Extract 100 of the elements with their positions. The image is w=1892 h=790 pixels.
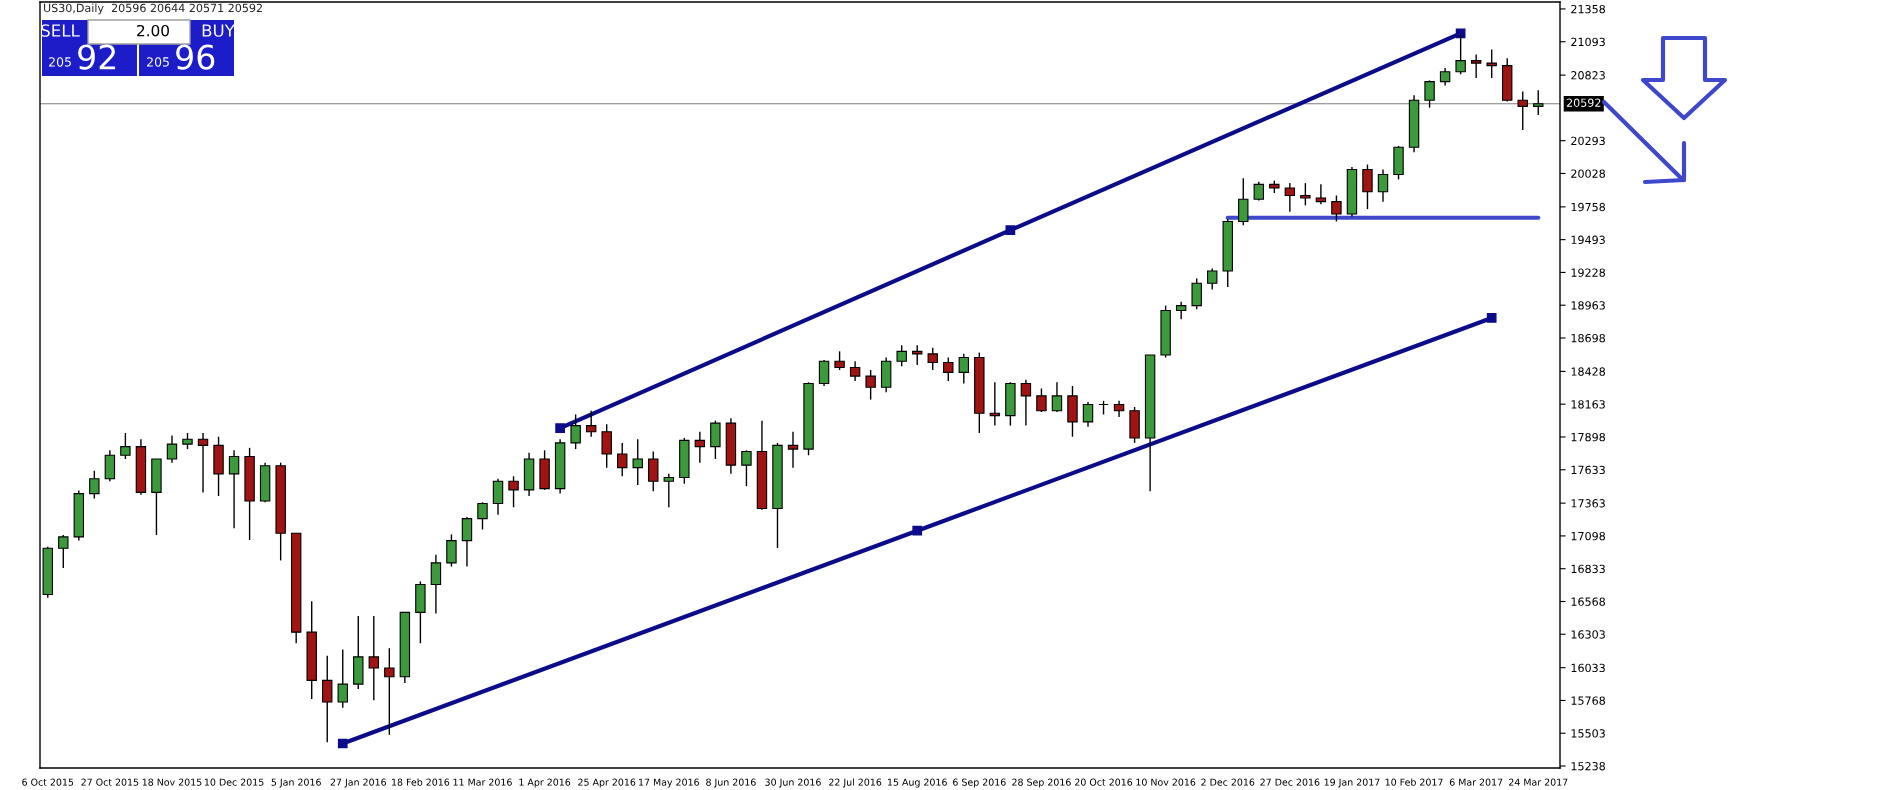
x-tick-label: 27 Oct 2015 [81,778,139,786]
candlestick [1315,183,1327,205]
candlestick [1238,177,1249,226]
candlestick [710,419,721,460]
annotation: 205 [147,57,169,67]
chart-title: US30,Daily 20596 20644 20571 20592 [44,3,262,15]
point [912,525,923,536]
candlestick [1470,53,1482,79]
candlestick [1051,381,1063,413]
x-tick-label: 18 Nov 2015 [142,778,202,786]
candlestick [384,647,395,736]
candlestick [787,431,799,469]
candlestick [337,648,348,709]
y-tick-label: 19758 [1571,202,1605,212]
ref-line-label: 20592 [1566,98,1601,107]
y-tick-label: 16303 [1571,630,1605,639]
candlestick [849,360,861,382]
y-tick-label: 20823 [1571,71,1605,80]
x-tick-label: 10 Feb 2017 [1385,778,1443,786]
candlestick [818,359,830,387]
candlestick [1362,163,1373,210]
candlestick [1036,387,1047,413]
y-tick-label: 17898 [1571,432,1605,442]
annotation: 92 [78,44,116,70]
y-tick-label: 17633 [1571,465,1605,475]
y-tick-label: 19228 [1571,268,1605,277]
candlestick [1020,379,1032,427]
candlestick [1517,90,1528,131]
candlestick [477,501,488,531]
x-tick-label: 11 Mar 2016 [453,778,512,786]
candlestick [912,344,923,366]
candlestick [1300,182,1311,207]
candlestick [1284,182,1296,213]
point [1005,225,1016,235]
candlestick [632,438,643,486]
candlestick [508,475,519,508]
x-tick-label: 19 Jan 2017 [1324,778,1380,788]
candlestick [1424,79,1435,109]
x-tick-label: 27 Dec 2016 [1260,778,1320,786]
candlestick [663,473,675,508]
y-tick-label: 18428 [1571,367,1605,376]
candlestick [322,654,333,743]
x-tick-label: 10 Dec 2015 [204,778,264,786]
candlestick [1082,401,1094,428]
annotation: 2.00 [137,24,169,37]
candlestick [834,350,845,371]
x-tick-label: 22 Jul 2016 [829,778,882,788]
candlestick [896,344,907,367]
point [555,423,565,433]
x-tick-label: 5 Jan 2016 [271,778,321,788]
candlestick [120,432,131,460]
candlestick [1175,301,1187,320]
candlestick [461,516,473,568]
x-tick-label: 17 May 2016 [639,778,699,788]
candlestick [648,450,659,492]
x-tick-label: 8 Jun 2016 [706,778,756,788]
candlestick [617,442,628,477]
annotation: SELL [41,24,80,37]
candlestick [430,554,442,615]
y-tick-label: 17363 [1571,499,1605,508]
y-tick-label: 20028 [1571,169,1605,178]
x-tick-label: 6 Sep 2016 [953,778,1006,788]
candlestick [1533,89,1544,116]
candlestick [89,470,100,500]
candlestick [368,615,380,701]
candlestick [585,410,597,438]
x-tick-label: 25 Apr 2016 [578,778,636,788]
candlestick [104,449,116,482]
candlestick [570,413,581,450]
candlestick [1191,277,1202,310]
annotation: 96 [176,44,215,70]
candlestick [228,449,240,529]
candlestick [958,353,970,385]
x-tick-label: 1 Apr 2016 [519,778,571,788]
x-tick-label: 30 Jun 2016 [765,778,821,788]
candlestick [741,449,752,487]
candlestick [601,423,612,469]
x-tick-label: 27 Jan 2016 [330,778,386,788]
candlestick [1207,267,1218,291]
y-tick-label: 20293 [1571,136,1605,146]
y-tick-label: 15768 [1571,696,1605,705]
x-tick-label: 20 Oct 2016 [1075,778,1133,786]
y-tick-label: 19493 [1571,235,1605,245]
candlestick [694,431,706,464]
candlestick [446,533,457,568]
candlestick [1331,194,1342,223]
candlestick [1377,168,1389,203]
candlestick [492,478,504,516]
annotation: 205 [49,57,71,67]
y-tick-label: 18163 [1571,400,1605,409]
candlestick [58,534,69,569]
y-tick-label: 17098 [1571,531,1605,541]
x-tick-label: 2 Dec 2016 [1201,778,1255,786]
x-tick-label: 6 Oct 2015 [22,778,74,786]
point [1486,313,1497,323]
x-tick-label: 15 Aug 2016 [888,778,947,788]
x-tick-label: 24 Mar 2017 [1509,778,1568,786]
x-tick-label: 10 Nov 2016 [1136,778,1196,786]
candlestick [166,434,178,464]
y-tick-label: 21093 [1571,37,1605,47]
